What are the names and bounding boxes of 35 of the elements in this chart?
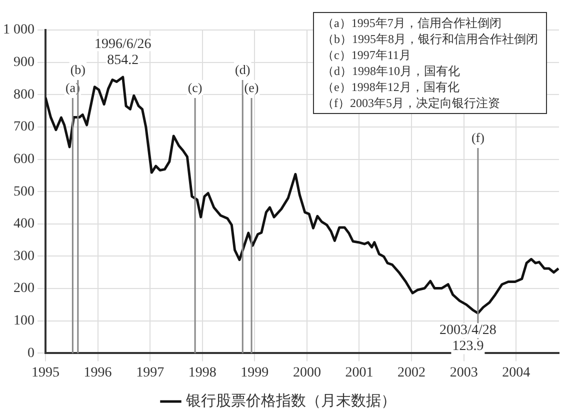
y-tick-label: 700 <box>14 120 34 135</box>
y-tick-label: 400 <box>14 216 34 232</box>
x-tick-label: 1995 <box>32 365 60 380</box>
annotation: （f）2003年5月，决定向银行注资 <box>322 95 501 111</box>
ref-line-label: (c) <box>188 80 202 95</box>
ref-line-label: (e) <box>244 80 259 95</box>
y-tick-label: 0 <box>28 346 34 361</box>
annotation: （e）1998年12月，国有化 <box>322 79 460 95</box>
annotation: 1996/6/26 854.2 <box>94 36 152 68</box>
y-tick-label: 200 <box>14 281 34 296</box>
ref-line-label: (f) <box>471 130 484 145</box>
x-tick-label: 2001 <box>345 365 374 380</box>
annotation: （b）1995年8月，银行和信用合作社倒闭 <box>322 31 538 47</box>
text: 银行股票价格指数（月末数据） <box>184 392 396 410</box>
x-tick-label: 1999 <box>240 365 269 380</box>
x-tick-label: 1998 <box>188 365 216 380</box>
y-tick-label: 100 <box>14 314 34 329</box>
annotation: 2003/4/28 123.9 <box>440 322 496 354</box>
x-tick-label: 2003 <box>450 365 478 380</box>
y-tick-label: 1 000 <box>3 22 34 38</box>
ref-line-label: (b) <box>70 62 86 77</box>
x-tick-label: 1996 <box>84 365 112 380</box>
text: （a）1995年7月，信用合作社倒闭 <box>322 15 502 31</box>
x-tick-label: 2004 <box>502 365 530 380</box>
x-tick-label: 2000 <box>292 365 321 380</box>
y-tick-label: 500 <box>14 184 34 200</box>
y-tick-label: 600 <box>14 152 34 167</box>
y-tick-label: 800 <box>14 87 34 102</box>
x-tick-label: 1997 <box>136 365 164 380</box>
annotation: （c）1997年11月 <box>322 47 412 63</box>
annotation: （d）1998年10月，国有化 <box>322 63 461 79</box>
y-tick-label: 900 <box>14 54 34 70</box>
ref-line-label: (d) <box>235 62 250 77</box>
x-tick-label: 2002 <box>398 365 426 380</box>
y-tick-label: 300 <box>14 248 34 264</box>
